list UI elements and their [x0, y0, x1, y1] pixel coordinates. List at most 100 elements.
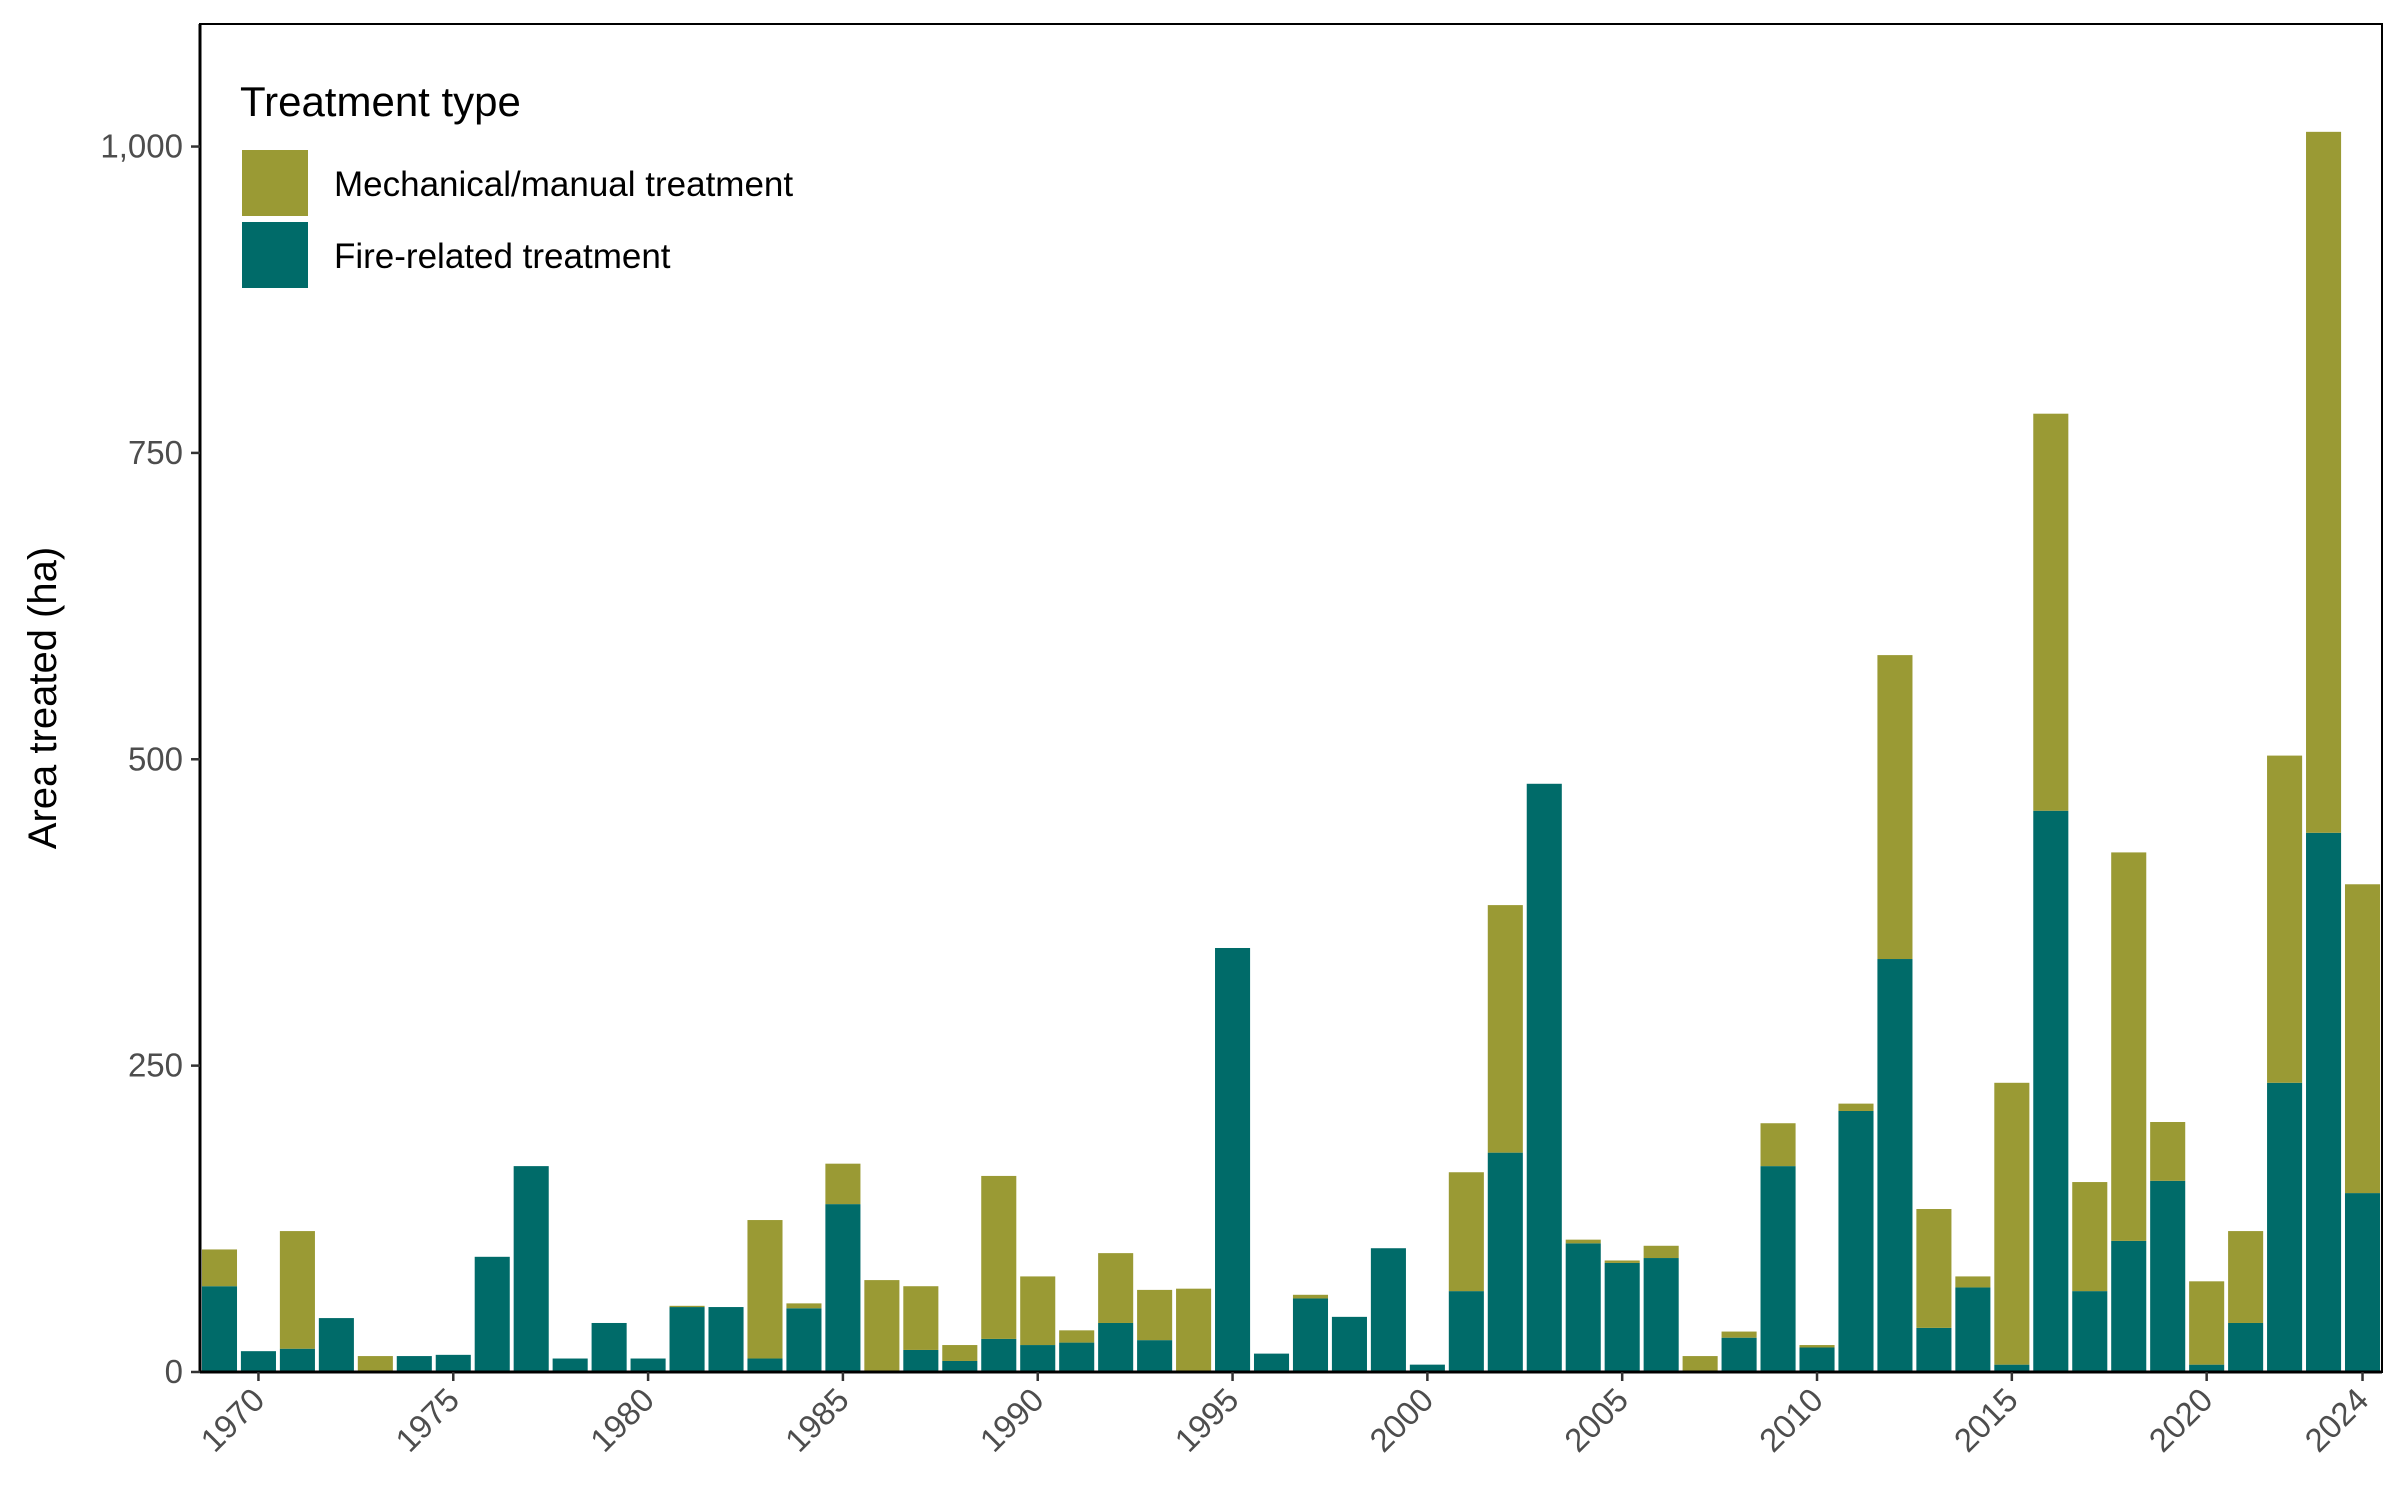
bar-mechanical-2021	[2228, 1231, 2264, 1323]
bar-fire-2018	[2111, 1240, 2147, 1372]
bar-fire-2014	[1955, 1287, 1991, 1372]
bar-fire-2017	[2072, 1291, 2108, 1372]
bar-mechanical-2012	[1877, 655, 1913, 960]
bar-mechanical-1985	[825, 1163, 861, 1205]
bar-fire-1977	[513, 1166, 549, 1372]
bar-mechanical-2020	[2189, 1281, 2225, 1365]
bar-fire-2022	[2267, 1082, 2303, 1372]
bar-fire-2002	[1487, 1152, 1523, 1372]
bar-fire-2010	[1799, 1347, 1835, 1372]
bar-fire-1975	[435, 1354, 471, 1372]
bar-mechanical-2008	[1721, 1331, 1757, 1338]
bar-mechanical-1987	[903, 1286, 939, 1350]
bar-fire-1997	[1292, 1298, 1329, 1372]
bar-fire-2008	[1721, 1337, 1757, 1372]
bar-fire-2020	[2189, 1364, 2225, 1372]
y-tick-label-500: 500	[128, 740, 183, 777]
x-tick-label-1970: 1970	[193, 1381, 271, 1459]
bar-mechanical-2013	[1916, 1209, 1952, 1328]
bar-mechanical-1969	[201, 1249, 238, 1287]
bar-mechanical-2006	[1643, 1245, 1679, 1259]
y-axis-ticks: 0 250 500 750 1,000	[100, 128, 200, 1390]
bar-fire-1979	[591, 1322, 627, 1372]
bar-mechanical-1981	[669, 1305, 705, 1308]
y-tick-label-750: 750	[128, 434, 183, 471]
bar-fire-1999	[1370, 1248, 1406, 1372]
bar-mechanical-1997	[1292, 1294, 1329, 1299]
y-axis-title: Area treated (ha)	[21, 547, 65, 849]
bar-fire-2001	[1448, 1291, 1484, 1372]
bar-fire-1991	[1059, 1342, 1095, 1372]
bar-fire-1976	[474, 1256, 510, 1372]
bar-fire-1998	[1331, 1316, 1367, 1372]
bar-mechanical-2016	[2033, 413, 2069, 811]
legend: Treatment type Mechanical/manual treatme…	[240, 78, 793, 288]
bar-fire-1984	[786, 1308, 822, 1372]
bar-mechanical-1993	[1137, 1289, 1173, 1341]
bar-mechanical-2022	[2267, 755, 2303, 1083]
bar-mechanical-1991	[1059, 1330, 1095, 1343]
bar-mechanical-2001	[1448, 1172, 1484, 1292]
bar-mechanical-2014	[1955, 1276, 1991, 1288]
y-tick-label-0: 0	[165, 1353, 183, 1390]
bar-layer	[201, 131, 2381, 1372]
x-tick-label-2010: 2010	[1752, 1381, 1830, 1459]
bar-mechanical-2007	[1682, 1356, 1718, 1372]
bar-fire-1983	[747, 1358, 783, 1372]
bar-fire-2000	[1409, 1364, 1445, 1372]
bar-mechanical-1983	[747, 1220, 783, 1359]
bar-fire-2009	[1760, 1166, 1796, 1372]
x-tick-label-2005: 2005	[1557, 1381, 1635, 1459]
x-tick-label-2024: 2024	[2297, 1381, 2375, 1459]
y-tick-label-250: 250	[128, 1047, 183, 1084]
bar-mechanical-2009	[1760, 1123, 1796, 1167]
legend-key-mechanical	[242, 150, 308, 216]
bar-fire-1995	[1215, 947, 1251, 1372]
bar-mechanical-2010	[1799, 1345, 1835, 1348]
x-tick-label-2020: 2020	[2142, 1381, 2220, 1459]
legend-label-fire: Fire-related treatment	[334, 237, 671, 276]
bar-mechanical-1989	[981, 1175, 1017, 1339]
bar-mechanical-2023	[2306, 131, 2342, 833]
bar-fire-1982	[708, 1307, 744, 1372]
bar-mechanical-1990	[1020, 1276, 1056, 1346]
legend-title: Treatment type	[240, 78, 521, 125]
bar-fire-1971	[279, 1348, 315, 1372]
x-tick-label-1995: 1995	[1167, 1381, 1245, 1459]
bar-mechanical-2019	[2150, 1122, 2186, 1181]
bar-fire-2004	[1565, 1243, 1601, 1372]
bar-mechanical-2002	[1487, 905, 1523, 1153]
bar-mechanical-2015	[1994, 1082, 2030, 1365]
bar-mechanical-2024	[2344, 884, 2381, 1194]
bar-fire-2015	[1994, 1364, 2030, 1372]
bar-fire-2006	[1643, 1258, 1679, 1372]
legend-key-fire	[242, 222, 308, 288]
x-tick-label-1980: 1980	[583, 1381, 661, 1459]
bar-fire-2013	[1916, 1327, 1952, 1372]
bar-fire-2021	[2228, 1322, 2264, 1372]
bar-fire-2003	[1526, 783, 1562, 1372]
x-axis-ticks: 1970 1975 1980 1985 1990 1995 2000 2005 2010 2015…	[193, 1372, 2375, 1459]
bar-fire-1980	[630, 1358, 666, 1372]
bar-mechanical-1986	[864, 1280, 900, 1372]
x-tick-label-1975: 1975	[388, 1381, 466, 1459]
bar-mechanical-1988	[942, 1345, 978, 1361]
bar-mechanical-2017	[2072, 1182, 2108, 1292]
bar-fire-2005	[1604, 1262, 1640, 1372]
bar-fire-2024	[2344, 1193, 2381, 1372]
bar-mechanical-2005	[1604, 1260, 1640, 1263]
bar-mechanical-1992	[1098, 1253, 1134, 1323]
bar-fire-2019	[2150, 1180, 2186, 1372]
plot-border	[199, 23, 2383, 1373]
bar-mechanical-2011	[1838, 1103, 1874, 1111]
bar-fire-2012	[1877, 959, 1913, 1372]
bar-fire-1974	[396, 1356, 432, 1372]
bar-fire-2011	[1838, 1110, 1874, 1372]
bar-fire-2016	[2033, 810, 2069, 1372]
x-tick-label-2000: 2000	[1362, 1381, 1440, 1459]
legend-label-mechanical: Mechanical/manual treatment	[334, 165, 793, 204]
bar-fire-1972	[318, 1318, 354, 1372]
bar-mechanical-2004	[1565, 1239, 1601, 1244]
